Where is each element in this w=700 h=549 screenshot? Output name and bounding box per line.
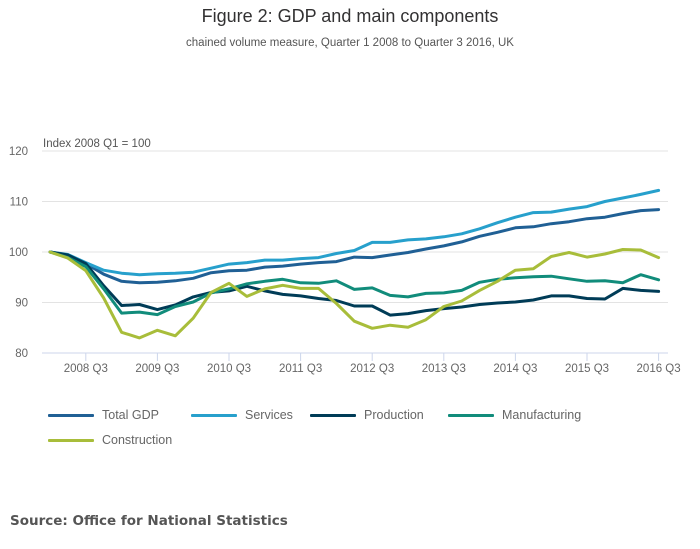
legend-item-production[interactable]: Production bbox=[310, 408, 424, 422]
y-axis-label: Index 2008 Q1 = 100 bbox=[43, 138, 151, 150]
legend-item-services[interactable]: Services bbox=[191, 408, 293, 422]
x-tick-label: 2015 Q3 bbox=[565, 363, 609, 375]
y-tick-label: 120 bbox=[9, 146, 28, 158]
legend-swatch bbox=[310, 413, 356, 417]
x-axis: 2008 Q3 2009 Q3 2010 Q3 2011 Q3 2012 Q3 2013 … bbox=[42, 352, 681, 375]
y-tick-label: 110 bbox=[10, 197, 28, 209]
x-tick-label: 2008 Q3 bbox=[64, 363, 108, 375]
series-lines bbox=[48, 188, 661, 340]
chart-subtitle: chained volume measure, Quarter 1 2008 t… bbox=[186, 37, 514, 49]
series-line-services[interactable] bbox=[48, 188, 661, 277]
legend-label: Manufacturing bbox=[502, 408, 582, 422]
legend-label: Services bbox=[245, 408, 293, 422]
x-tick-label: 2013 Q3 bbox=[422, 363, 466, 375]
series-line-production[interactable] bbox=[48, 250, 661, 317]
legend-swatch bbox=[48, 438, 94, 442]
y-axis-ticks: 80 90 100 110 120 bbox=[9, 146, 28, 360]
legend-item-construction[interactable]: Construction bbox=[48, 433, 172, 447]
source-note: Source: Office for National Statistics bbox=[10, 513, 288, 529]
x-tick-label: 2016 Q3 bbox=[637, 363, 681, 375]
chart-title: Figure 2: GDP and main components bbox=[201, 6, 499, 26]
series-line-total-gdp[interactable] bbox=[48, 208, 661, 285]
x-tick-label: 2011 Q3 bbox=[279, 363, 322, 375]
y-tick-label: 90 bbox=[15, 298, 28, 310]
legend-swatch bbox=[48, 413, 94, 417]
legend-swatch bbox=[448, 413, 494, 417]
x-tick-label: 2009 Q3 bbox=[135, 363, 179, 375]
legend-item-manufacturing[interactable]: Manufacturing bbox=[448, 408, 581, 422]
legend-item-total-gdp[interactable]: Total GDP bbox=[48, 408, 159, 422]
grid-lines bbox=[42, 150, 668, 303]
x-tick-label: 2014 Q3 bbox=[493, 363, 537, 375]
legend-swatch bbox=[191, 413, 237, 417]
legend-label: Construction bbox=[102, 433, 173, 447]
x-tick-label: 2012 Q3 bbox=[350, 363, 394, 375]
legend-label: Total GDP bbox=[102, 408, 159, 422]
y-tick-label: 80 bbox=[15, 348, 28, 360]
x-tick-label: 2010 Q3 bbox=[207, 363, 251, 375]
legend-label: Production bbox=[364, 408, 424, 422]
series-line-construction[interactable] bbox=[48, 248, 661, 340]
y-tick-label: 100 bbox=[9, 247, 28, 259]
series-line-manufacturing[interactable] bbox=[48, 250, 661, 317]
